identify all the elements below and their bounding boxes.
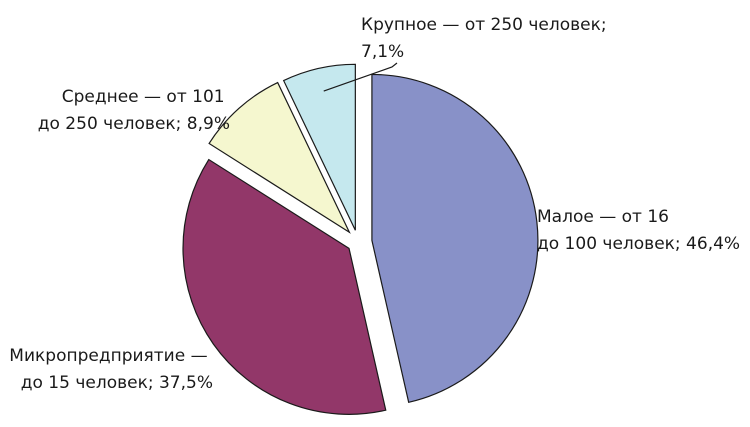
pie-slices — [182, 63, 539, 415]
slice-label-large: Крупное — от 250 человек; 7,1% — [361, 15, 612, 62]
slice-label-micro-line2: до 15 человек; 37,5% — [21, 373, 213, 393]
slice-label-small-line1: Малое — от 16 — [537, 207, 669, 227]
slice-label-small: Малое — от 16 до 100 человек; 46,4% — [537, 207, 740, 254]
slice-label-large-line1: Крупное — от 250 человек; — [361, 15, 607, 35]
slice-label-medium-line2: до 250 человек; 8,9% — [38, 114, 230, 134]
slice-small — [371, 73, 539, 404]
slice-label-medium: Среднее — от 101 до 250 человек; 8,9% — [38, 87, 230, 134]
slice-label-medium-line1: Среднее — от 101 — [62, 87, 225, 107]
slice-label-micro-line1: Микропредприятие — — [9, 346, 207, 366]
slice-medium — [208, 81, 351, 234]
slice-label-micro: Микропредприятие — до 15 человек; 37,5% — [9, 346, 213, 393]
leader-line-large — [323, 62, 398, 92]
leader-lines — [323, 62, 398, 92]
slice-large — [282, 63, 356, 231]
slice-micro — [182, 158, 387, 415]
slice-label-small-line2: до 100 человек; 46,4% — [537, 234, 740, 254]
slice-label-large-line2: 7,1% — [361, 42, 404, 62]
